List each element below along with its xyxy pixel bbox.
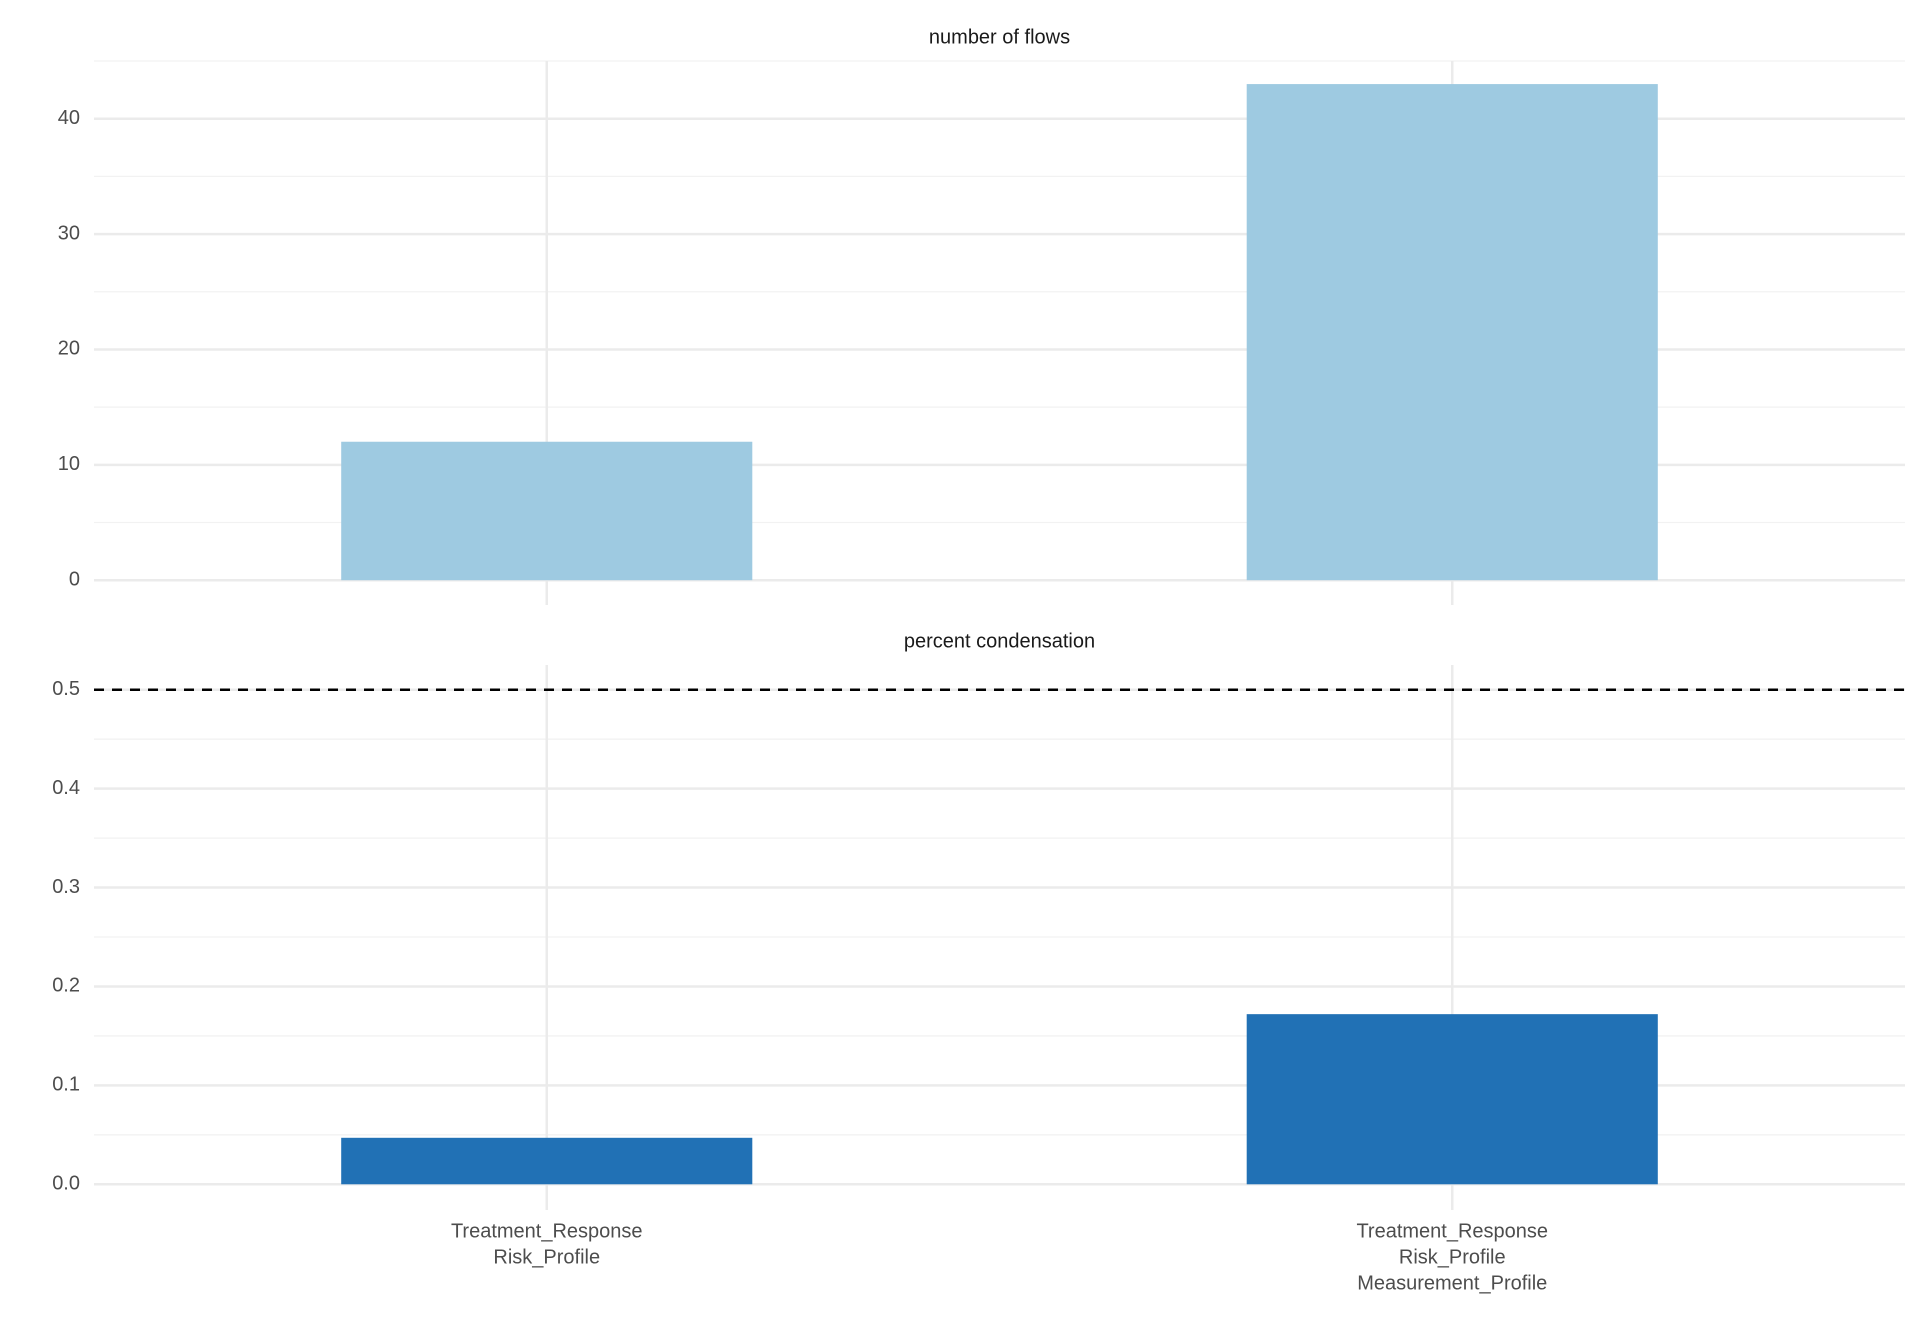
- x-tick-label: Measurement_Profile: [1357, 1272, 1547, 1294]
- y-tick-label: 40: [58, 107, 80, 129]
- y-tick-label: 30: [58, 222, 80, 244]
- panel-title: number of flows: [929, 26, 1070, 48]
- y-tick-label: 10: [58, 453, 80, 475]
- y-tick-label: 0.5: [52, 678, 80, 700]
- x-tick-label: Treatment_Response: [1356, 1220, 1548, 1242]
- y-tick-label: 0.4: [52, 777, 80, 799]
- panel-title: percent condensation: [904, 630, 1095, 652]
- y-tick-label: 0.1: [52, 1074, 80, 1096]
- bar: [341, 441, 753, 581]
- y-tick-label: 0.0: [52, 1173, 80, 1195]
- bar: [341, 1137, 753, 1185]
- bar: [1246, 84, 1658, 581]
- y-tick-label: 0.3: [52, 876, 80, 898]
- bar: [1246, 1014, 1658, 1185]
- y-tick-label: 20: [58, 338, 80, 360]
- x-tick-label: Risk_Profile: [1399, 1246, 1506, 1268]
- y-tick-label: 0: [69, 568, 80, 590]
- x-tick-label: Risk_Profile: [493, 1246, 600, 1268]
- x-tick-label: Treatment_Response: [451, 1220, 643, 1242]
- y-tick-label: 0.2: [52, 975, 80, 997]
